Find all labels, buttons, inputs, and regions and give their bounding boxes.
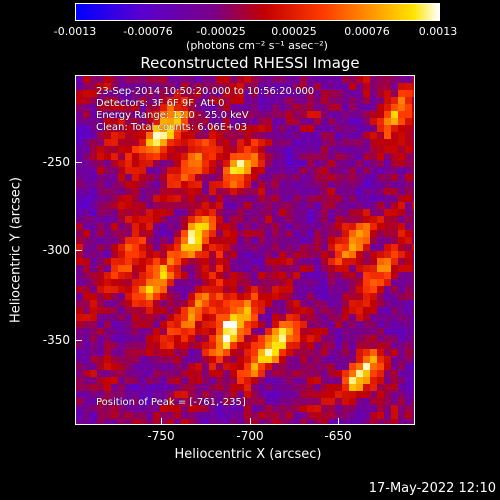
y-tick-label: -300	[42, 243, 70, 257]
colorbar-tick-label: -0.00076	[123, 25, 173, 38]
colorbar	[75, 3, 440, 21]
colorbar-tick-label: -0.0013	[53, 25, 97, 38]
y-tick	[75, 340, 82, 341]
x-tick-label: -650	[324, 429, 352, 443]
x-tick-label: -700	[236, 429, 264, 443]
rhessi-image	[76, 76, 414, 424]
colorbar-tick-label: 0.0013	[418, 25, 458, 38]
observation-time: 23-Sep-2014 10:50:20.000 to 10:56:20.000	[96, 86, 315, 97]
rhessi-image-plot: 23-Sep-2014 10:50:20.000 to 10:56:20.000…	[75, 75, 415, 425]
x-tick	[250, 418, 251, 425]
image-title: Reconstructed RHESSI Image	[140, 54, 360, 72]
peak-position: Position of Peak = [-761,-235]	[96, 397, 246, 408]
x-axis-label: Heliocentric X (arcsec)	[174, 447, 322, 462]
y-tick-label: -350	[42, 333, 70, 347]
energy-range-info: Energy Range: 12.0 - 25.0 keV	[96, 110, 249, 121]
colorbar-tick-label: 0.00025	[271, 25, 317, 38]
y-axis-label: Heliocentric Y (arcsec)	[8, 177, 24, 323]
clean-info: Clean: Total counts: 6.06E+03	[96, 122, 248, 133]
colorbar-tick-label: 0.00076	[344, 25, 390, 38]
y-tick	[75, 250, 82, 251]
timestamp: 17-May-2022 12:10	[368, 481, 496, 496]
colorbar-gradient	[76, 4, 439, 20]
y-tick-label: -250	[42, 155, 70, 169]
y-tick	[75, 162, 82, 163]
colorbar-tick-label: -0.00025	[196, 25, 246, 38]
colorbar-units: (photons cm⁻² s⁻¹ asec⁻²)	[186, 39, 328, 52]
x-tick	[161, 418, 162, 425]
detectors-info: Detectors: 3F 6F 9F, Att 0	[96, 98, 225, 109]
x-tick-label: -750	[147, 429, 175, 443]
x-tick	[338, 418, 339, 425]
